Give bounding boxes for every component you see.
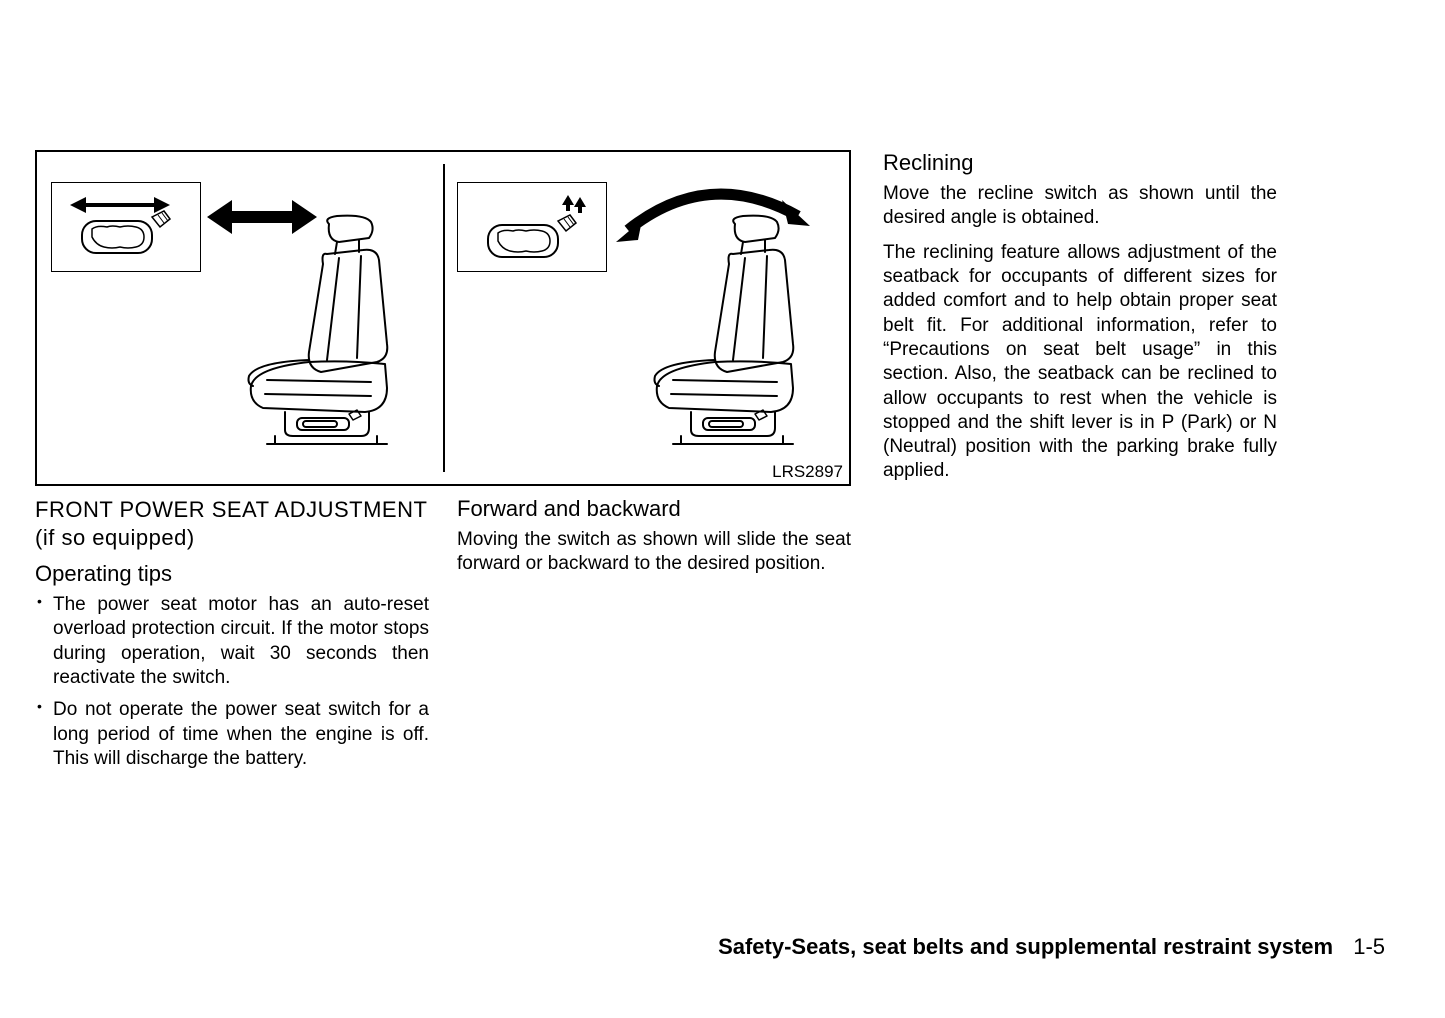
column-1: FRONT POWER SEAT ADJUSTMENT (if so equip… xyxy=(35,496,429,779)
seat-right-svg xyxy=(643,212,843,472)
operating-tips-list: The power seat motor has an auto-reset o… xyxy=(35,593,429,771)
col2-heading: Forward and backward xyxy=(457,496,851,522)
figure-label: LRS2897 xyxy=(772,462,843,482)
switch-inset-left xyxy=(51,182,201,272)
switch-right-svg xyxy=(458,183,608,273)
col3-body2: The reclining feature allows adjustment … xyxy=(883,241,1277,484)
figure-box: LRS2897 xyxy=(35,150,851,486)
switch-inset-right xyxy=(457,182,607,272)
col1-subheading: Operating tips xyxy=(35,561,429,587)
figure-left-panel xyxy=(37,152,443,484)
footer-section: Safety-Seats, seat belts and supplementa… xyxy=(718,934,1333,959)
list-item: The power seat motor has an auto-reset o… xyxy=(35,593,429,690)
footer-page-number: 1-5 xyxy=(1353,934,1385,959)
col1-heading: FRONT POWER SEAT ADJUSTMENT (if so equip… xyxy=(35,496,429,551)
column-2: Forward and backward Moving the switch a… xyxy=(457,496,851,779)
list-item: Do not operate the power seat switch for… xyxy=(35,698,429,771)
seat-left-svg xyxy=(237,212,437,472)
two-column-row: FRONT POWER SEAT ADJUSTMENT (if so equip… xyxy=(35,496,855,779)
col2-body: Moving the switch as shown will slide th… xyxy=(457,528,851,577)
figure-right-panel xyxy=(443,152,849,484)
page-footer: Safety-Seats, seat belts and supplementa… xyxy=(718,934,1385,960)
column-3: Reclining Move the recline switch as sho… xyxy=(883,150,1277,779)
left-middle-wrapper: LRS2897 FRONT POWER SEAT ADJUSTMENT (if … xyxy=(35,150,855,779)
switch-left-svg xyxy=(52,183,202,273)
col3-heading: Reclining xyxy=(883,150,1277,176)
col3-body1: Move the recline switch as shown until t… xyxy=(883,182,1277,231)
page-content: LRS2897 FRONT POWER SEAT ADJUSTMENT (if … xyxy=(35,150,1410,779)
